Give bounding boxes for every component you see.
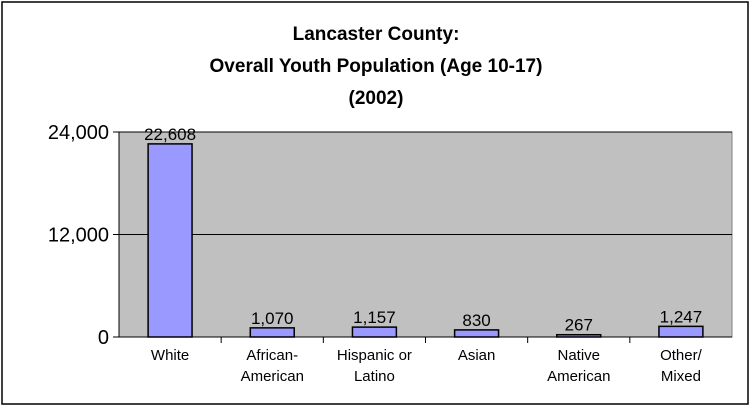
bar-value-label: 22,608 [144,125,196,144]
bars [147,143,704,338]
bar-value-label: 830 [462,311,490,330]
category-label: Asian [458,347,496,364]
bar-value-label: 1,247 [660,307,703,326]
bar [658,325,704,338]
chart-title-line-3: (2002) [349,88,404,109]
category-label: Latino [354,368,395,385]
bar [249,327,295,338]
labels: 0 12,000 24,000 22,608 White 1,070 African- Ame… [48,122,703,385]
bar-value-label: 1,157 [353,308,396,327]
bar-value-label: 1,070 [251,309,294,328]
category-label: American [241,368,304,385]
y-tick-label: 12,000 [48,225,109,247]
bar [351,326,398,338]
category-label: American [547,368,610,385]
category-label: White [151,347,189,364]
chart-title-line-2: Overall Youth Population (Age 10-17) [210,56,543,77]
category-label: Hispanic or [337,347,412,364]
y-tick-label: 24,000 [48,122,109,144]
axes [113,131,732,343]
y-tick-label: 0 [98,327,109,349]
bar [453,329,500,338]
chart-title-line-1: Lancaster County: [293,24,460,45]
bar-value-label: 267 [565,316,593,335]
category-label: Other/ [660,347,703,364]
category-label: Mixed [661,368,701,385]
category-label: African- [246,347,298,364]
gridlines [119,131,732,235]
bar [147,143,193,338]
category-label: Native [557,347,600,364]
